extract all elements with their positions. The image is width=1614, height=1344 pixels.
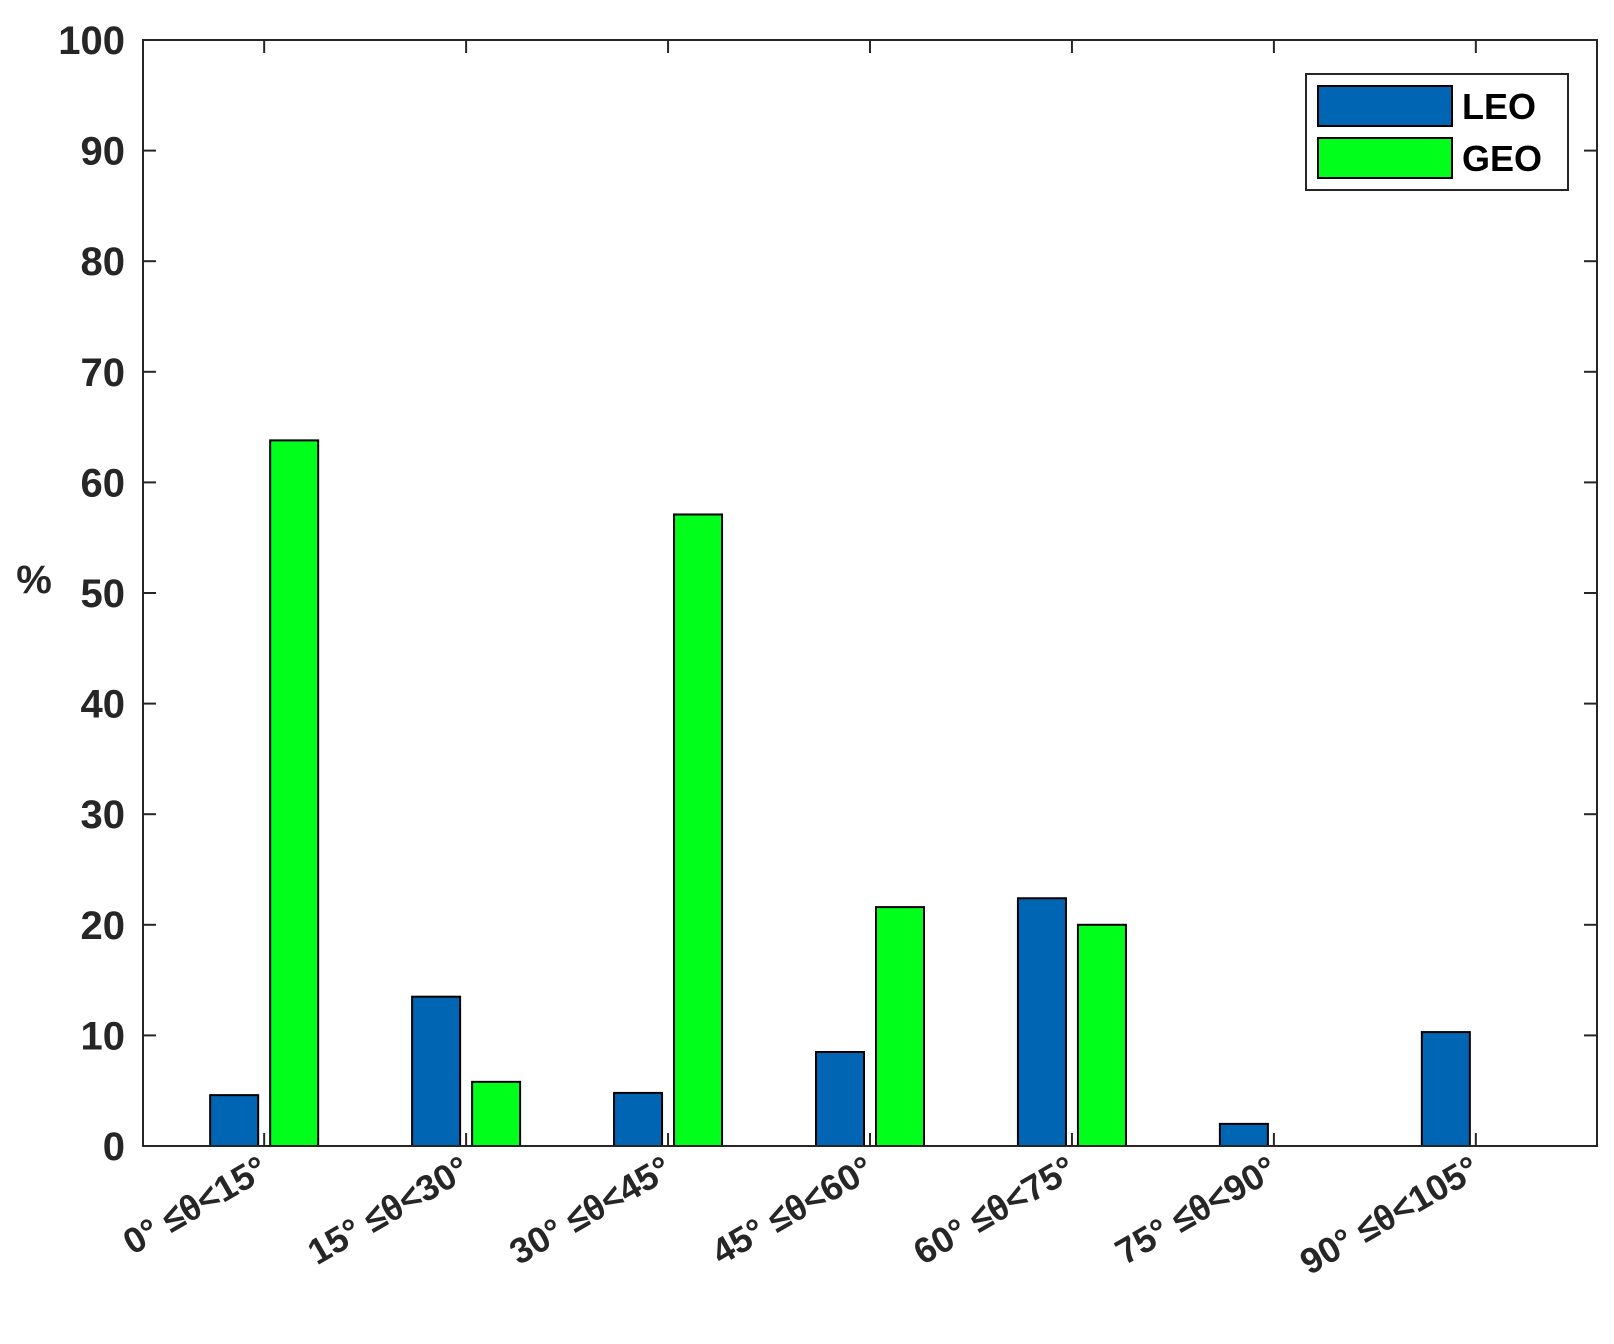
plot-area-frame xyxy=(142,39,1598,1147)
y-tick-label: 30 xyxy=(81,793,126,837)
legend-swatch-geo xyxy=(1317,137,1453,179)
legend-label-leo: LEO xyxy=(1462,86,1536,127)
y-tick-labels: 0 10 20 30 40 50 60 70 80 90 100 xyxy=(58,19,125,1169)
y-tick-label: 60 xyxy=(81,461,126,505)
y-tick-label: 50 xyxy=(81,572,126,616)
y-tick-label: 70 xyxy=(81,351,126,395)
bars-group xyxy=(209,439,1471,1148)
bar-leo-1 xyxy=(209,1094,260,1148)
legend: LEO GEO xyxy=(1305,73,1569,191)
y-axis-label: % xyxy=(16,558,52,602)
bar-leo-7 xyxy=(1420,1031,1471,1148)
legend-swatch-leo xyxy=(1317,85,1453,127)
bar-geo-1 xyxy=(269,439,320,1147)
bar-geo-2 xyxy=(471,1080,522,1148)
bar-leo-4 xyxy=(815,1050,865,1147)
y-tick-label: 20 xyxy=(81,904,126,948)
bar-leo-6 xyxy=(1218,1122,1269,1148)
bar-leo-3 xyxy=(613,1091,664,1147)
y-tick-label: 80 xyxy=(81,240,126,284)
y-tick-label: 90 xyxy=(81,130,126,174)
bar-leo-5 xyxy=(1016,897,1067,1147)
y-tick-label: 10 xyxy=(81,1014,126,1058)
y-tick-label: 0 xyxy=(103,1125,125,1169)
bar-geo-5 xyxy=(1076,923,1127,1147)
legend-label-geo: GEO xyxy=(1462,138,1542,179)
y-tick-label: 100 xyxy=(58,19,125,63)
y-tick-label: 40 xyxy=(81,683,126,727)
bar-geo-4 xyxy=(875,906,925,1147)
bar-leo-2 xyxy=(411,995,462,1147)
bar-geo-3 xyxy=(673,513,724,1147)
